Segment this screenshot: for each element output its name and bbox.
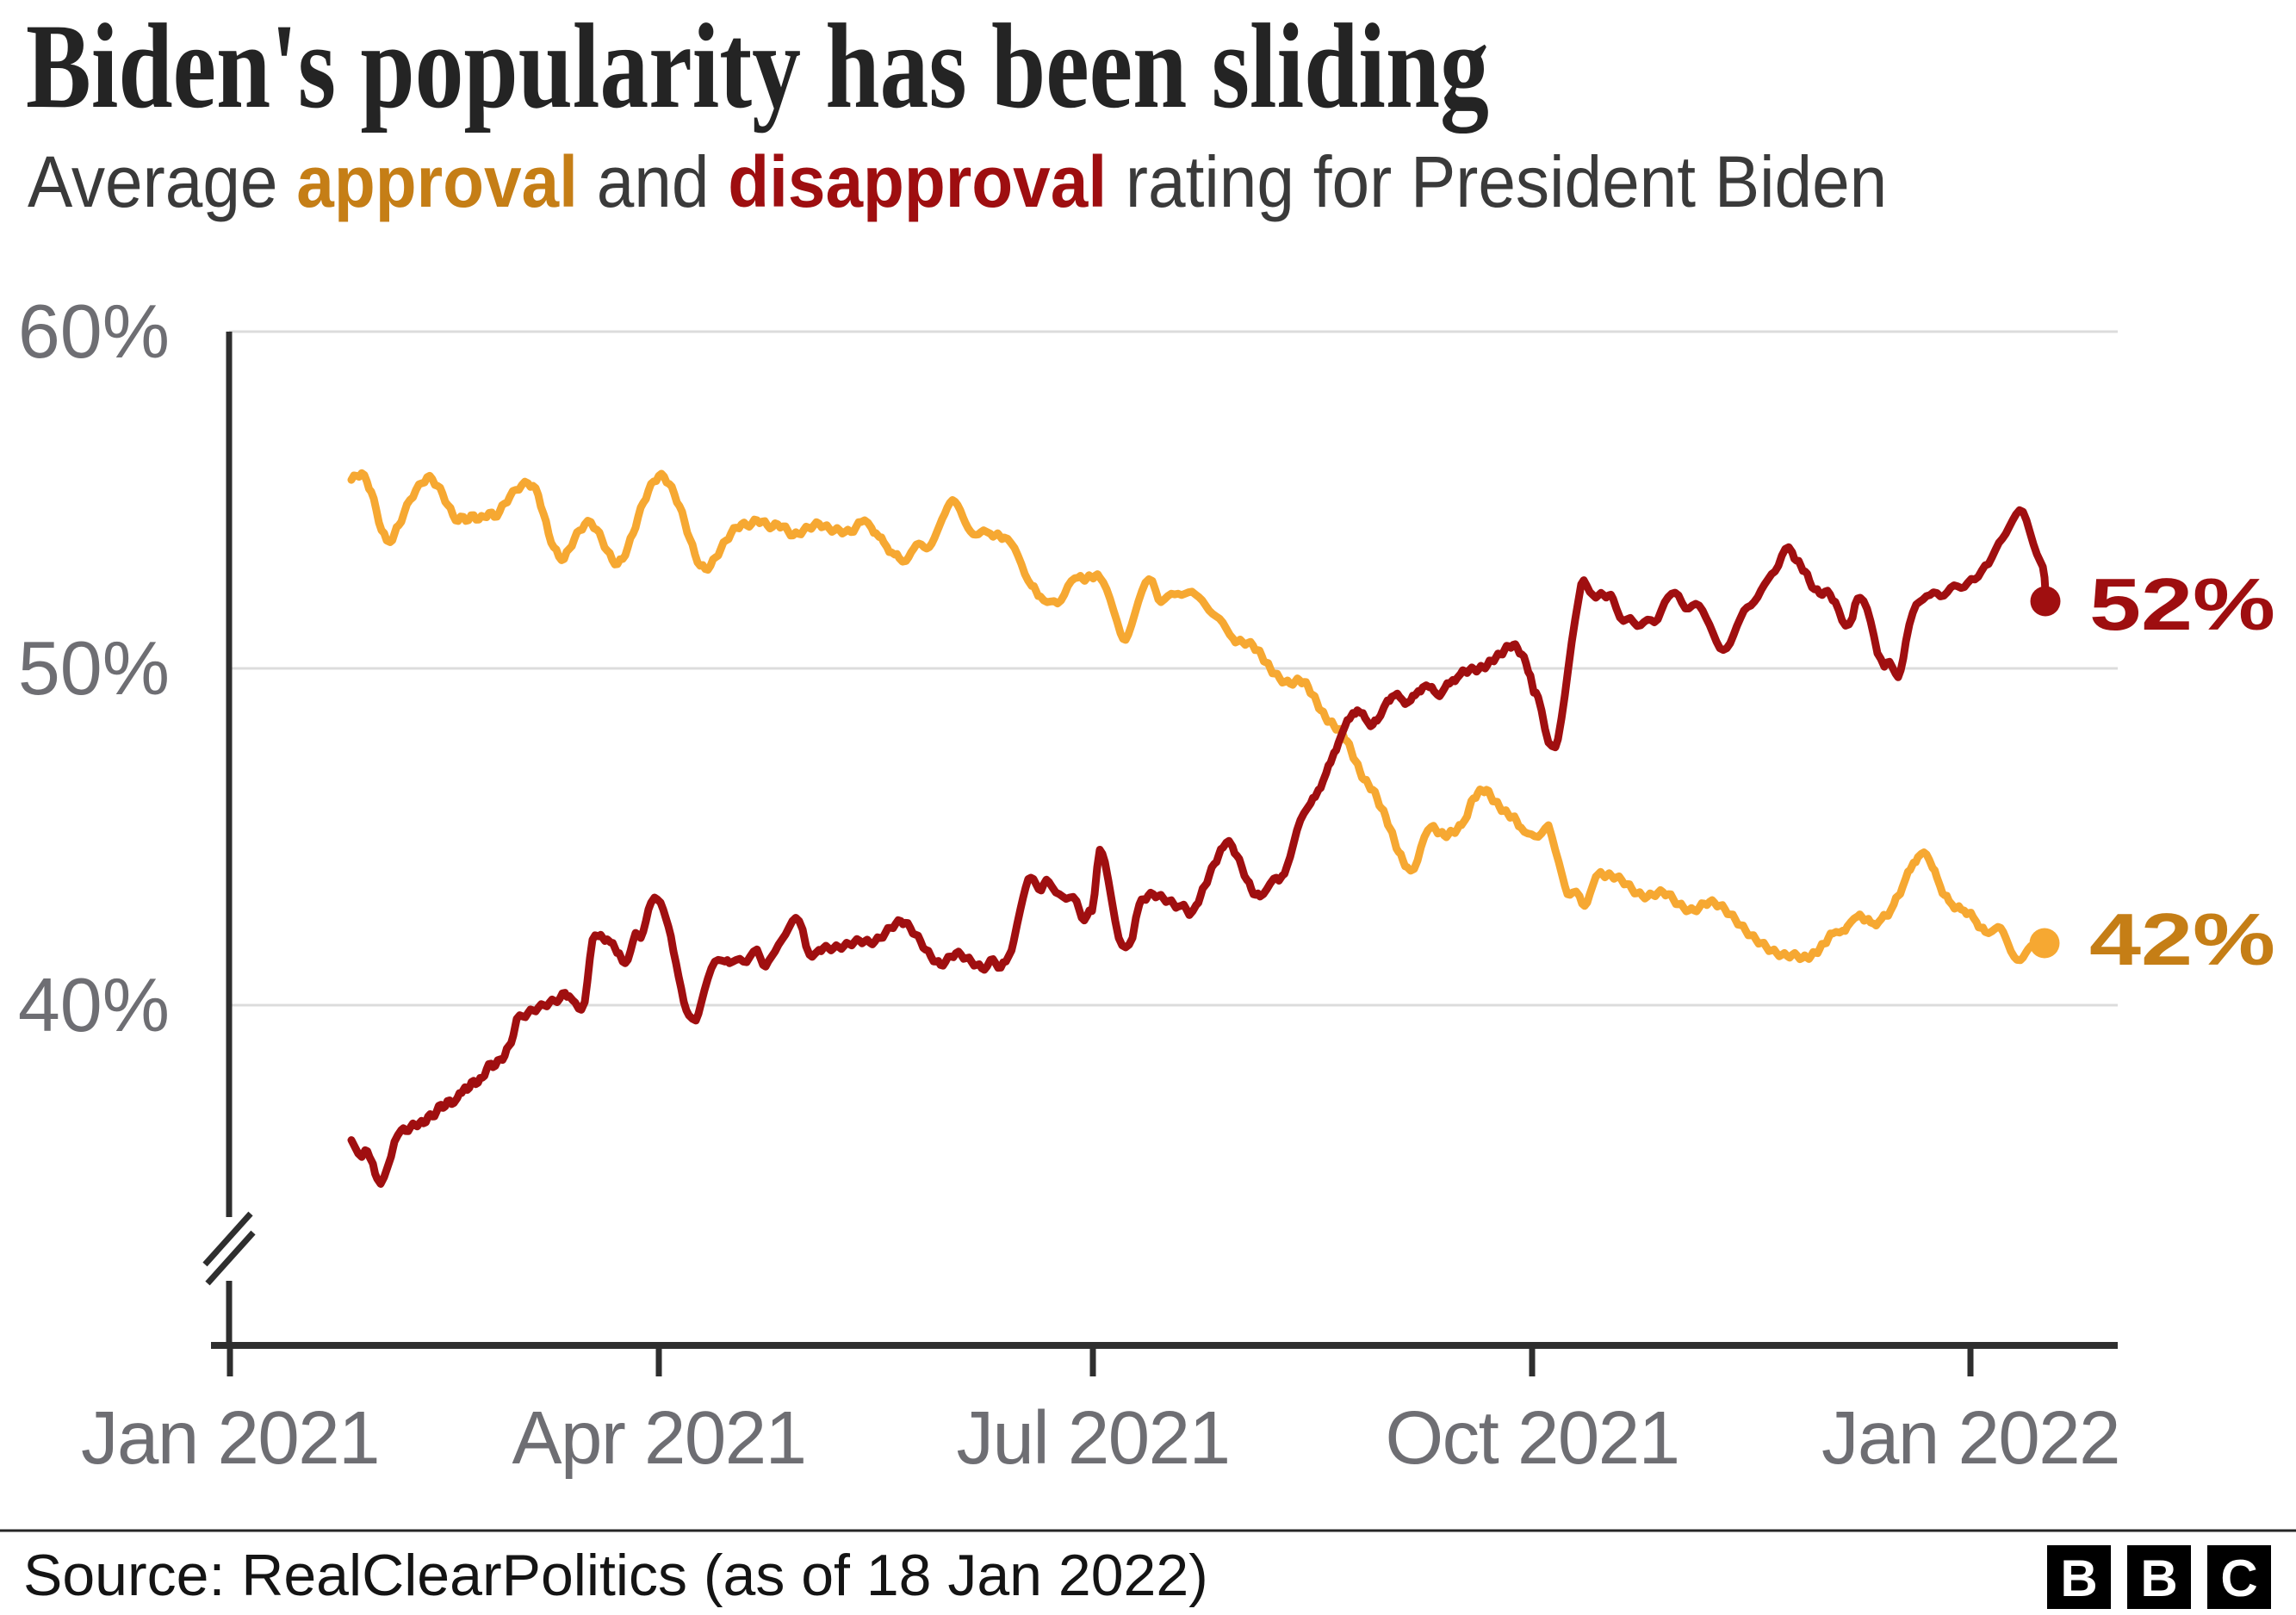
svg-text:52%: 52%: [2089, 563, 2275, 645]
svg-text:Oct 2021: Oct 2021: [1385, 1396, 1679, 1480]
svg-text:60%: 60%: [18, 289, 170, 374]
svg-text:42%: 42%: [2089, 898, 2275, 980]
svg-text:Jul 2021: Jul 2021: [957, 1396, 1230, 1480]
svg-text:Jan 2021: Jan 2021: [81, 1396, 379, 1480]
svg-text:Jan 2022: Jan 2022: [1821, 1396, 2119, 1480]
svg-text:50%: 50%: [18, 625, 170, 711]
svg-text:Apr 2021: Apr 2021: [512, 1396, 805, 1480]
svg-text:Source: RealClearPolitics (as: Source: RealClearPolitics (as of 18 Jan …: [23, 1543, 1208, 1608]
svg-text:40%: 40%: [18, 962, 170, 1047]
